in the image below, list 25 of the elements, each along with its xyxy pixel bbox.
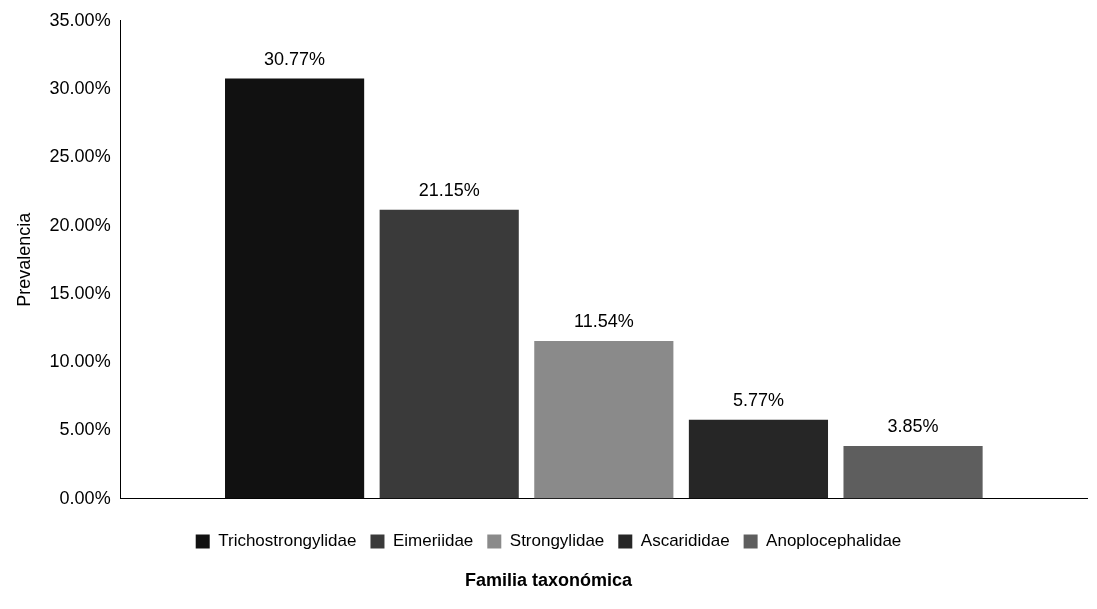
y-tick-label: 15.00%	[49, 282, 111, 303]
data-label: 11.54%	[573, 311, 634, 332]
bar	[534, 341, 674, 499]
bar	[225, 78, 365, 499]
y-tick-label: 25.00%	[49, 146, 111, 167]
data-label: 21.15%	[418, 179, 480, 200]
y-tick-label: 30.00%	[49, 78, 111, 99]
data-label: 5.77%	[732, 389, 784, 410]
y-tick-label: 10.00%	[49, 351, 111, 372]
y-tick-label: 35.00%	[49, 9, 111, 30]
legend-label: Ascarididae	[640, 531, 730, 551]
legend-label: Eimeriidae	[392, 531, 474, 551]
y-tick-label: 5.00%	[59, 419, 111, 440]
legend-label: Trichostrongylidae	[218, 531, 357, 551]
data-label: 3.85%	[887, 416, 939, 437]
legend-label: Strongylidae	[509, 531, 605, 551]
data-label: 30.77%	[264, 48, 326, 69]
y-axis-title: Prevalencia	[13, 211, 34, 307]
legend-label: Anoplocephalidae	[766, 531, 902, 551]
bar	[379, 209, 519, 499]
y-tick-label: 20.00%	[49, 214, 111, 235]
y-tick-label: 0.00%	[59, 487, 111, 508]
bar	[843, 446, 983, 499]
bar	[688, 419, 829, 499]
x-axis-title: Familia taxonómica	[463, 570, 634, 591]
